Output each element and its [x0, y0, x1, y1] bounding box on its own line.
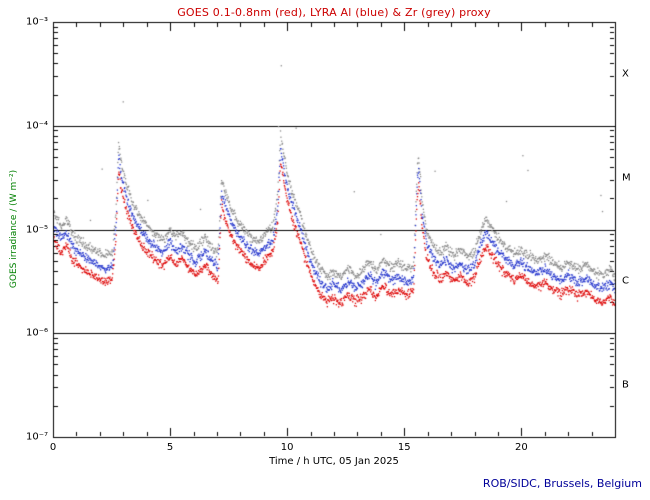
credit-text: ROB/SIDC, Brussels, Belgium [482, 477, 642, 490]
flare-class-label-c: C [622, 275, 629, 287]
x-tick-label: 5 [166, 442, 174, 453]
x-tick-label: 10 [280, 442, 294, 453]
flare-class-label-b: B [622, 379, 629, 391]
x-tick-label: 15 [397, 442, 411, 453]
y-tick-label: 10⁻⁴ [25, 120, 48, 132]
y-tick-label: 10⁻⁶ [25, 327, 48, 339]
x-tick-label: 20 [514, 442, 528, 453]
flare-class-label-x: X [622, 68, 629, 80]
x-axis-label: Time / h UTC, 05 Jan 2025 [269, 456, 399, 467]
flare-class-label-m: M [622, 172, 631, 184]
chart-title: GOES 0.1-0.8nm (red), LYRA Al (blue) & Z… [177, 6, 491, 19]
y-tick-label: 10⁻³ [25, 16, 48, 28]
x-tick-label: 0 [49, 442, 57, 453]
y-tick-label: 10⁻⁷ [25, 431, 48, 443]
y-tick-label: 10⁻⁵ [25, 224, 48, 235]
